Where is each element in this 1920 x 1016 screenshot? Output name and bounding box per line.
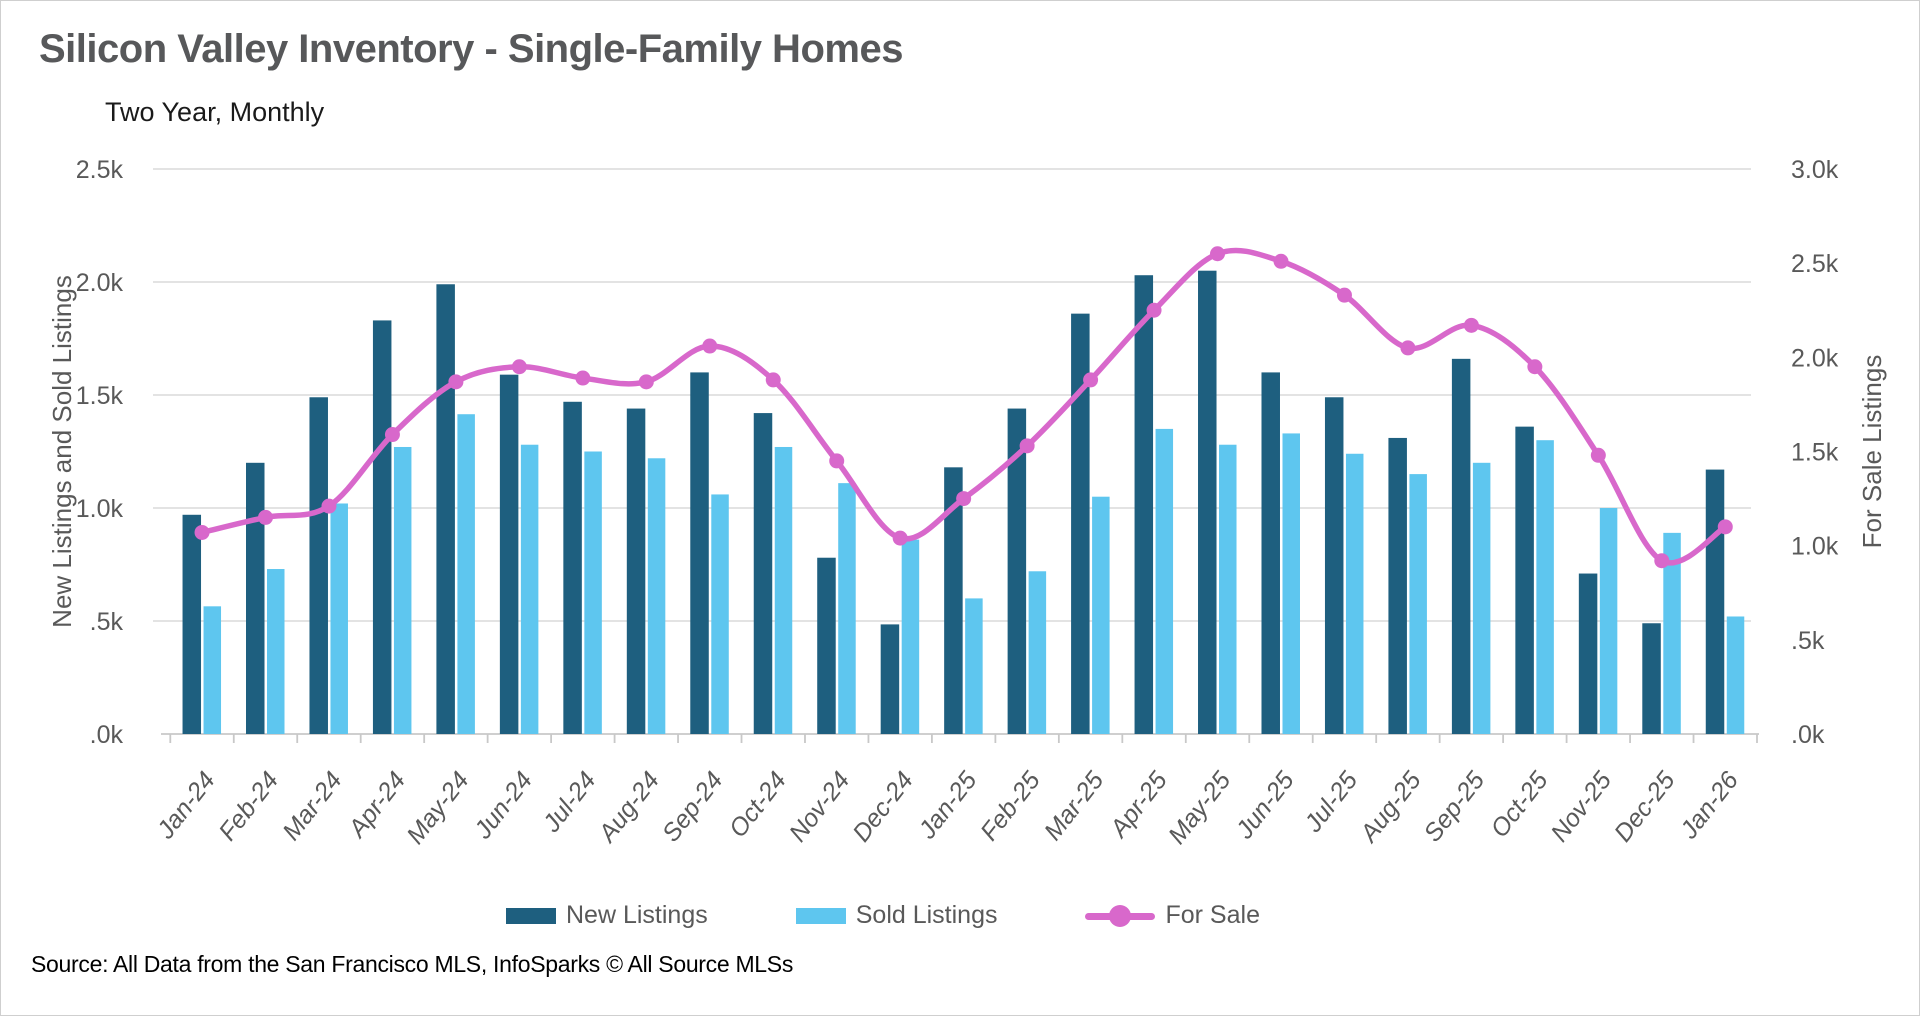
right-axis-tick-labels: .0k .5k 1.0k 1.5k 2.0k 2.5k 3.0k [1791,156,1839,749]
svg-text:1.0k: 1.0k [76,495,124,523]
svg-text:2.5k: 2.5k [76,156,124,184]
legend-label-for-sale: For Sale [1165,901,1260,929]
source-attribution: Source: All Data from the San Francisco … [31,951,794,977]
chart-subtitle: Two Year, Monthly [105,97,325,127]
right-axis-title: For Sale Listings [1857,355,1887,549]
svg-text:Jun-24: Jun-24 [468,766,538,844]
svg-text:Jul-24: Jul-24 [537,766,602,838]
svg-text:1.5k: 1.5k [76,382,124,410]
svg-text:Jan-24: Jan-24 [151,766,221,844]
svg-text:Sep-25: Sep-25 [1418,766,1490,847]
svg-text:Mar-25: Mar-25 [1039,766,1110,845]
svg-text:3.0k: 3.0k [1791,156,1839,184]
svg-text:.5k: .5k [90,608,124,636]
left-axis-title: New Listings and Sold Listings [47,275,77,628]
legend-item-for-sale[interactable]: For Sale [1085,901,1260,930]
svg-text:Mar-24: Mar-24 [277,766,348,845]
svg-text:1.0k: 1.0k [1791,533,1839,561]
svg-text:Sep-24: Sep-24 [657,766,729,847]
left-axis-tick-labels: .0k .5k 1.0k 1.5k 2.0k 2.5k [76,156,124,749]
svg-text:Nov-25: Nov-25 [1545,766,1617,847]
svg-text:1.5k: 1.5k [1791,439,1839,467]
svg-text:Aug-25: Aug-25 [1354,766,1427,848]
legend-item-sold-listings[interactable]: Sold Listings [795,901,998,930]
svg-text:Oct-24: Oct-24 [724,766,792,842]
for-sale-markers [194,246,1733,569]
svg-text:.0k: .0k [1791,721,1825,749]
svg-text:.5k: .5k [1791,627,1825,655]
svg-text:Dec-24: Dec-24 [847,766,919,847]
svg-text:Jan-25: Jan-25 [913,766,983,844]
svg-text:Aug-24: Aug-24 [592,766,665,848]
svg-text:Oct-25: Oct-25 [1485,766,1553,842]
svg-text:Nov-24: Nov-24 [784,766,856,847]
legend: New Listings Sold Listings For Sale [506,901,1260,930]
svg-text:May-24: May-24 [401,766,474,849]
legend-swatch-sold-listings [795,907,846,924]
chart-title: Silicon Valley Inventory - Single-Family… [39,27,903,71]
svg-text:2.0k: 2.0k [1791,344,1839,372]
svg-text:Feb-25: Feb-25 [975,766,1046,846]
bars-sold-listings [203,414,1745,734]
svg-text:Dec-25: Dec-25 [1609,766,1681,847]
for-sale-line [199,247,1729,566]
svg-text:2.0k: 2.0k [76,269,124,297]
svg-text:Jan-26: Jan-26 [1674,766,1744,844]
svg-text:.0k: .0k [90,721,124,749]
legend-swatch-new-listings [506,907,556,924]
svg-text:May-25: May-25 [1163,766,1236,849]
bars-new-listings [182,270,1725,734]
x-axis-ticks [169,734,1758,743]
legend-label-sold-listings: Sold Listings [855,901,998,929]
svg-text:Feb-24: Feb-24 [213,766,284,846]
svg-text:Jun-25: Jun-25 [1230,766,1300,844]
svg-text:2.5k: 2.5k [1791,250,1839,278]
legend-label-new-listings: New Listings [566,901,708,929]
legend-item-new-listings[interactable]: New Listings [506,901,708,930]
legend-line-marker-icon [1085,904,1156,927]
svg-text:Jul-25: Jul-25 [1299,766,1364,838]
